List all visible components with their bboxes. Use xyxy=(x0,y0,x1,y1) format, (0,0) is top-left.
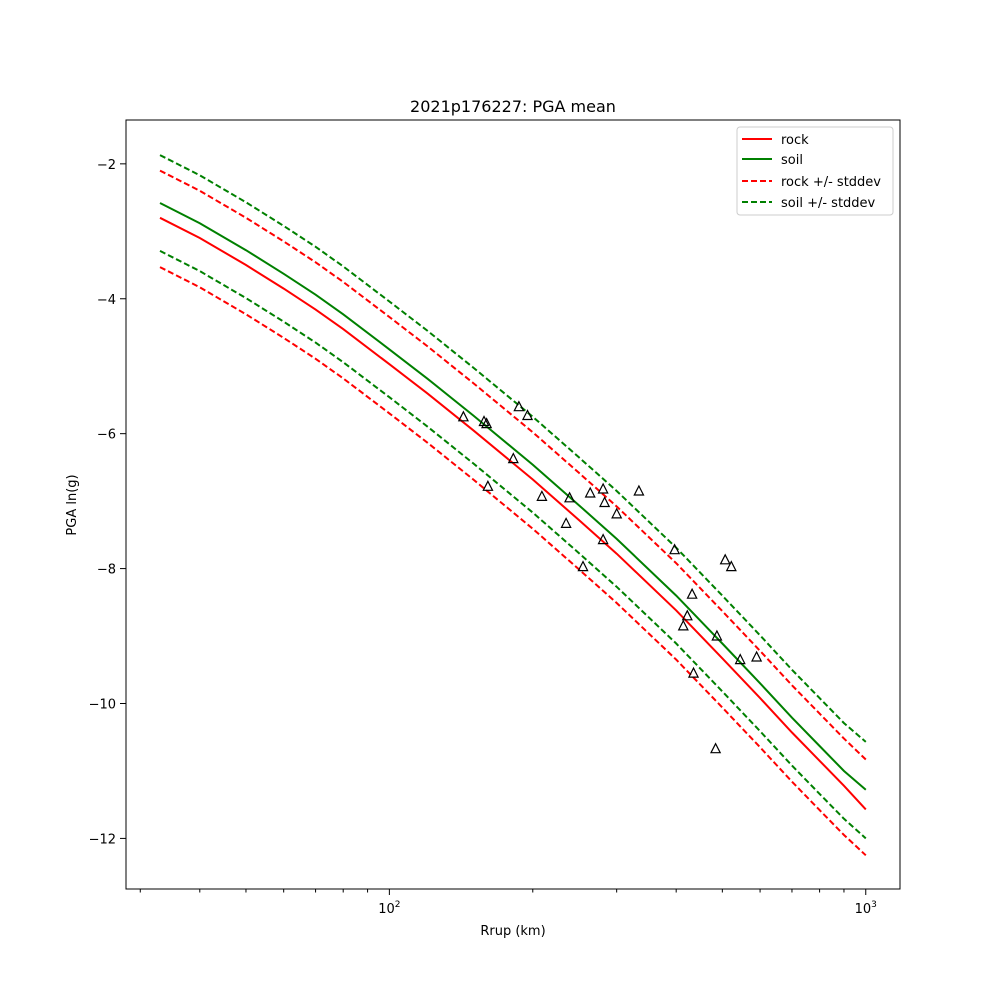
observation-point xyxy=(478,415,490,427)
observation-points xyxy=(457,400,763,754)
observation-point xyxy=(521,409,534,421)
observation-point xyxy=(719,553,731,565)
observation-point xyxy=(597,482,609,494)
y-axis-title: PGA ln(g) xyxy=(65,474,80,535)
legend-box xyxy=(736,126,894,216)
observation-point xyxy=(597,533,609,545)
x-tick-label: 103 xyxy=(855,900,877,917)
y-tick-label: −2 xyxy=(97,158,116,173)
x-axis: 102 103 xyxy=(139,889,877,917)
y-tick-label: −8 xyxy=(97,563,116,578)
legend: rock soil rock +/- stddev soil +/- stdde… xyxy=(736,126,894,216)
legend-label-rock: rock xyxy=(781,133,809,148)
observation-point xyxy=(633,484,645,496)
observation-point xyxy=(482,479,494,491)
observation-point xyxy=(513,400,525,412)
observation-point xyxy=(734,653,746,665)
legend-label-soil: soil xyxy=(781,153,803,168)
series-line-3 xyxy=(159,266,867,857)
observation-point xyxy=(687,666,700,678)
axes-frame xyxy=(125,119,901,890)
y-tick-label: −4 xyxy=(97,293,116,308)
observation-point xyxy=(599,496,611,508)
observation-point xyxy=(584,486,596,498)
observation-point xyxy=(710,742,722,754)
chart-title: 2021p176227: PGA mean xyxy=(410,97,616,116)
series-line-0 xyxy=(159,216,867,811)
observation-point xyxy=(457,410,469,422)
y-axis: −2 −4 −6 −8 −10 −12 xyxy=(89,158,126,847)
observation-point xyxy=(507,452,519,464)
observation-point xyxy=(577,560,589,572)
observation-point xyxy=(711,629,723,641)
series-line-2 xyxy=(159,169,867,761)
observation-point xyxy=(564,491,576,503)
legend-label-soil-stddev: soil +/- stddev xyxy=(781,196,876,211)
series-line-4 xyxy=(159,154,867,743)
observation-point xyxy=(536,490,548,501)
series-line-5 xyxy=(159,250,867,840)
observation-point xyxy=(481,417,493,429)
series-line-1 xyxy=(159,202,867,791)
series-lines xyxy=(159,154,867,857)
observation-point xyxy=(681,609,693,621)
y-tick-label: −6 xyxy=(97,428,116,443)
x-tick-label: 102 xyxy=(378,900,400,917)
observation-point xyxy=(677,619,689,631)
observation-point xyxy=(751,650,763,662)
y-tick-label: −12 xyxy=(89,832,116,847)
plot-area: 102 103 −2 −4 −6 −8 −10 −12 xyxy=(89,119,901,917)
y-tick-label: −10 xyxy=(89,697,116,712)
observation-point xyxy=(611,507,623,519)
observation-point xyxy=(669,543,681,555)
observation-point xyxy=(686,587,698,599)
x-axis-title: Rrup (km) xyxy=(480,924,545,939)
observation-point xyxy=(725,560,737,572)
legend-label-rock-stddev: rock +/- stddev xyxy=(781,175,881,190)
observation-point xyxy=(560,517,572,528)
